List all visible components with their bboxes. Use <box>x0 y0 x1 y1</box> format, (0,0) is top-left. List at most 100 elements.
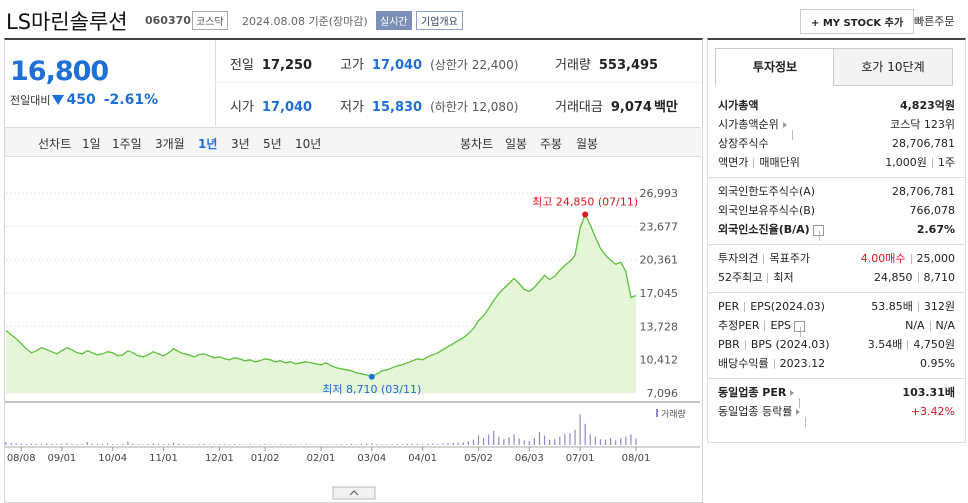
period-tab[interactable]: 10년 <box>295 137 322 151</box>
info-row: 배당수익률 2023.12 0.95% <box>718 354 955 373</box>
y-tick-label: 20,361 <box>640 254 679 267</box>
volume-bar <box>213 444 215 445</box>
period-tab[interactable]: 1주일 <box>112 137 142 151</box>
row-value: 3.54배 <box>867 338 903 351</box>
stat: 고가 17,040 (상한가 22,400) <box>340 54 518 73</box>
period-tab[interactable]: 1일 <box>82 137 101 151</box>
info-row: 동일업종 등락률 +3.42% <box>718 402 955 421</box>
tab-label: 선차트 <box>38 137 72 151</box>
volume-bar <box>300 444 302 445</box>
x-tick-label: 02/01 <box>307 453 336 464</box>
volume-bar <box>386 444 388 445</box>
period-tab[interactable]: 3년 <box>231 137 250 151</box>
y-tick-label: 13,728 <box>640 320 679 333</box>
stat-label: 고가 <box>340 58 364 73</box>
help-icon[interactable] <box>812 224 824 236</box>
side-panel: 투자정보 호가 10단계 시가총액 4,823억원 시가총액순위 코스닥 123위 상장주식… <box>707 38 966 443</box>
x-tick-label: 12/01 <box>205 453 234 464</box>
x-tick-label: 04/01 <box>408 453 437 464</box>
side-tab[interactable]: 호가 10단계 <box>833 48 953 86</box>
volume-bar <box>396 444 398 445</box>
x-tick-label: 06/03 <box>515 453 544 464</box>
max-label: 최고 24,850 (07/11) <box>532 196 638 209</box>
volume-bar <box>609 437 612 445</box>
row-label: 52주최고 <box>718 271 763 284</box>
volume-bar <box>157 443 160 445</box>
stat-label: 거래량 <box>555 58 591 73</box>
row-labels: 외국인한도주식수(A) <box>718 182 815 201</box>
market-badge: 코스닥 <box>192 11 228 30</box>
info-row: PBR BPS (2024.03) 3.54배 4,750원 <box>718 335 955 354</box>
side-tab[interactable]: 투자정보 <box>715 48 835 86</box>
company-info-dropdown[interactable]: 기업개요 <box>416 11 463 30</box>
period-tab[interactable]: 3개월 <box>155 137 185 151</box>
row-values: 3.54배 4,750원 <box>868 335 955 354</box>
side-body: 시가총액 4,823억원 시가총액순위 코스닥 123위 상장주식수 28,706,781… <box>708 92 965 426</box>
volume-bar <box>218 444 220 445</box>
x-tick-label: 10/04 <box>98 453 127 464</box>
arrow-icon[interactable] <box>782 122 787 128</box>
row-values: N/A N/A <box>905 316 955 335</box>
volume-bar <box>249 444 251 445</box>
candle-tab[interactable]: 주봉 <box>540 137 563 151</box>
stat-label: 시가 <box>230 100 254 115</box>
row-values: 24,850 8,710 <box>874 268 955 287</box>
stat-value: 553,495 <box>598 58 659 73</box>
info-row: 외국인보유주식수(B) 766,078 <box>718 201 955 220</box>
price-line <box>5 212 637 378</box>
arrow-icon[interactable] <box>790 390 795 396</box>
volume-bar <box>508 437 510 445</box>
row-value: 1주 <box>927 156 955 169</box>
period-tab[interactable]: 1년 <box>198 137 218 151</box>
quick-order[interactable]: 빠른주문 <box>914 15 955 28</box>
volume-bar <box>513 434 515 445</box>
volume-bar <box>579 414 581 445</box>
volume-bar <box>264 443 266 445</box>
volume-bar <box>56 444 58 445</box>
volume-bar <box>71 443 73 445</box>
row-values: 53.85배 312원 <box>871 297 955 316</box>
volume-bar <box>477 435 480 445</box>
volume-bar <box>564 434 566 445</box>
volume-bar <box>228 444 231 445</box>
row-labels: 배당수익률 2023.12 <box>718 354 825 373</box>
volume-bar <box>274 444 276 445</box>
stock-code: 060370 <box>145 14 191 27</box>
date: 2024.08.08 기준(장마감) <box>242 15 368 28</box>
row-value: 4,823억원 <box>899 99 955 112</box>
row-label: 시가총액 <box>718 99 759 112</box>
volume-bar <box>51 443 53 445</box>
volume-bar <box>35 443 38 445</box>
volume-bar <box>559 436 561 445</box>
arrow-icon[interactable] <box>796 409 801 415</box>
stat: 전일 17,250 <box>230 54 312 73</box>
stat-label: 거래대금 <box>555 100 603 115</box>
row-label: PER <box>718 300 740 313</box>
row-labels: 투자의견 목표주가 <box>718 249 810 268</box>
candle-tab[interactable]: 월봉 <box>576 137 599 151</box>
volume-bar <box>589 434 591 445</box>
volume-bar <box>178 443 180 445</box>
row-label: 상장주식수 <box>718 137 769 150</box>
volume-bar <box>167 443 170 445</box>
volume-bar <box>81 443 83 445</box>
scroll-button[interactable] <box>332 486 376 500</box>
volume-bar <box>183 444 185 445</box>
row-values: 4.00매수 25,000 <box>861 249 955 268</box>
help-icon[interactable] <box>794 320 806 332</box>
volume-bar <box>350 443 353 445</box>
realtime-button[interactable]: 실시간 <box>376 11 412 30</box>
candle-tab[interactable]: 일봉 <box>505 137 528 151</box>
y-tick-label: 17,045 <box>640 287 679 300</box>
info-group: 외국인한도주식수(A) 28,706,781 외국인보유주식수(B) 766,078 외… <box>708 177 965 244</box>
stat-value: 17,040 <box>261 100 313 115</box>
volume-bar <box>30 443 33 445</box>
stat-label: 저가 <box>340 100 364 115</box>
period-tab[interactable]: 5년 <box>263 137 282 151</box>
stat-value: 17,250 <box>261 58 313 73</box>
mystock-button[interactable]: + MY STOCK 추가 <box>800 9 915 34</box>
row-label: 배당수익률 <box>718 357 769 370</box>
row-values: 0.95% <box>920 354 955 373</box>
down-icon <box>52 95 65 105</box>
